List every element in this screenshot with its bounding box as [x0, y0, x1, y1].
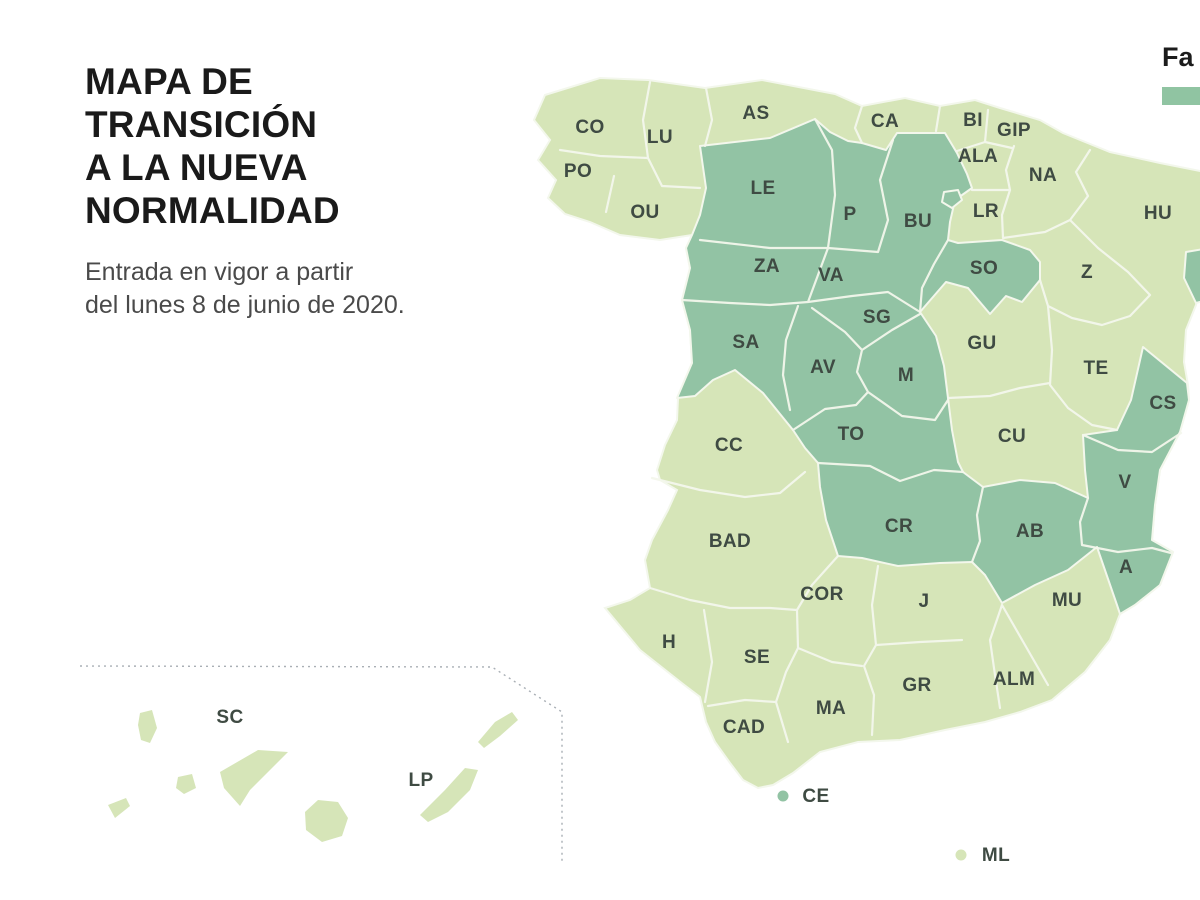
- dark-phase-region: [676, 118, 1190, 615]
- island-la-gomera: [176, 774, 196, 794]
- province-label-GIP: GIP: [997, 120, 1031, 141]
- province-label-VA: VA: [818, 265, 844, 286]
- province-label-SE: SE: [743, 647, 771, 668]
- province-label-HU: HU: [1143, 203, 1173, 224]
- province-label-CA: CA: [870, 111, 900, 132]
- legend-swatch: [1162, 87, 1200, 105]
- island-lanzarote: [478, 712, 518, 748]
- province-label-CO: CO: [575, 117, 605, 138]
- province-label-BU: BU: [903, 211, 933, 232]
- subtitle-line-2: del lunes 8 de junio de 2020.: [85, 291, 405, 319]
- page-subtitle: Entrada en vigor a partir del lunes 8 de…: [85, 256, 405, 322]
- province-label-BI: BI: [963, 110, 983, 131]
- province-label-COR: COR: [800, 584, 844, 605]
- province-label-M: M: [897, 365, 915, 386]
- province-label-GU: GU: [967, 333, 997, 354]
- province-label-AB: AB: [1015, 521, 1045, 542]
- city-label-ML: ML: [981, 845, 1011, 866]
- island-la-palma: [138, 710, 157, 743]
- canary-islands-inset: [108, 710, 518, 842]
- province-label-SC: SC: [216, 707, 244, 728]
- city-label-CE: CE: [802, 786, 830, 807]
- province-label-CAD: CAD: [722, 717, 766, 738]
- province-label-SG: SG: [862, 307, 892, 328]
- province-label-LU: LU: [646, 127, 674, 148]
- island-fuerteventura: [420, 768, 478, 822]
- city-dot-ML: [955, 849, 967, 861]
- subtitle-line-1: Entrada en vigor a partir: [85, 258, 354, 286]
- title-line-3: A LA NUEVA: [85, 147, 308, 188]
- title-line-1: MAPA DE: [85, 61, 253, 102]
- province-label-CU: CU: [997, 426, 1027, 447]
- province-label-ALM: ALM: [992, 669, 1036, 690]
- province-label-NA: NA: [1028, 165, 1058, 186]
- legend: Fa: [1162, 42, 1200, 105]
- edge-dark-region: [1183, 248, 1200, 304]
- province-label-ALA: ALA: [957, 146, 999, 167]
- province-label-OU: OU: [630, 202, 660, 223]
- province-label-H: H: [661, 632, 677, 653]
- province-label-BAD: BAD: [708, 531, 752, 552]
- province-label-LP: LP: [408, 770, 434, 791]
- province-label-P: P: [843, 204, 857, 225]
- province-label-CR: CR: [884, 516, 914, 537]
- province-label-TO: TO: [837, 424, 865, 445]
- title-line-2: TRANSICIÓN: [85, 104, 318, 145]
- province-label-CC: CC: [714, 435, 744, 456]
- province-label-A: A: [1118, 557, 1134, 578]
- province-label-SA: SA: [732, 332, 760, 353]
- island-tenerife: [220, 750, 288, 806]
- province-label-SO: SO: [969, 258, 999, 279]
- page-title: MAPA DE TRANSICIÓN A LA NUEVA NORMALIDAD: [85, 60, 340, 232]
- province-label-J: J: [918, 591, 930, 612]
- province-label-PO: PO: [563, 161, 593, 182]
- province-label-AV: AV: [810, 357, 836, 378]
- city-dot-CE: [777, 790, 789, 802]
- province-label-CS: CS: [1149, 393, 1177, 414]
- province-label-GR: GR: [902, 675, 932, 696]
- island-gran-canaria: [305, 800, 348, 842]
- province-label-ZA: ZA: [753, 256, 781, 277]
- province-label-Z: Z: [1080, 262, 1094, 283]
- trevino-enclave-region: [941, 189, 963, 209]
- legend-title: Fa: [1162, 42, 1194, 72]
- province-label-LE: LE: [750, 178, 776, 199]
- island-el-hierro: [108, 798, 130, 818]
- province-label-V: V: [1118, 472, 1132, 493]
- inset-dashed-border: [79, 665, 563, 863]
- province-label-AS: AS: [742, 103, 770, 124]
- province-label-MU: MU: [1051, 590, 1083, 611]
- province-borders: [558, 80, 1183, 744]
- province-label-LR: LR: [972, 201, 1000, 222]
- province-label-MA: MA: [815, 698, 847, 719]
- title-line-4: NORMALIDAD: [85, 190, 340, 231]
- province-label-TE: TE: [1083, 358, 1109, 379]
